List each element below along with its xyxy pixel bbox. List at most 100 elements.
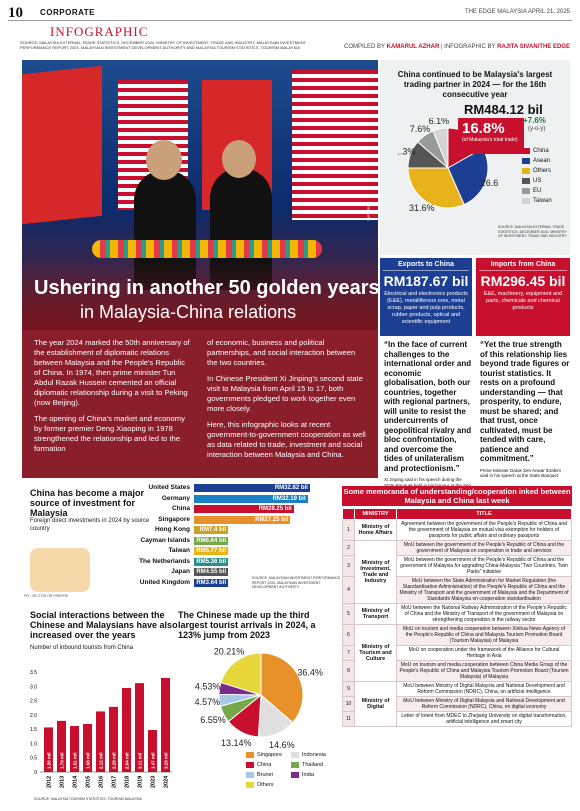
legend-label: China	[533, 148, 549, 154]
pie-slice-others	[220, 652, 262, 696]
row-title: Letter of Intent from MDEC to Zhejiang U…	[396, 711, 572, 727]
trade-legend: China Asean Others US EU Taiwan	[522, 148, 552, 208]
legend-label: Others	[533, 168, 552, 174]
section-label: CORPORATE	[40, 8, 96, 17]
bar	[44, 727, 53, 772]
bar-data-label: 3.29 mil	[164, 752, 169, 769]
pie-label: 20.21%	[214, 647, 245, 657]
legend-item: US	[522, 178, 552, 184]
pie-label: 36.4%	[297, 668, 323, 678]
bar	[148, 730, 157, 772]
trade-growth: +7.6%	[523, 116, 546, 125]
row-title: MoU on cooperation under the framework o…	[396, 645, 572, 661]
china-share-box: 16.8% (of Malaysia's total trade)	[458, 118, 524, 154]
row-title: MoU between the government of the People…	[396, 540, 572, 556]
pie-label: 6.1%	[429, 118, 450, 126]
pie-slice-others	[407, 167, 465, 209]
investment-source: SOURCE: MALAYSIAN INVESTMENT PERFORMANCE…	[252, 576, 341, 589]
story-paragraph: The year 2024 marked the 50th anniversar…	[34, 338, 190, 407]
legend-item: Indonesia	[291, 752, 336, 758]
row-number: 6	[342, 624, 355, 646]
legend-item: Others	[522, 168, 552, 174]
sources-note: SOURCE: MALAYSIA EXTERNAL TRADE STATISTI…	[20, 40, 306, 50]
bar-category-label: Cayman Islands	[140, 536, 191, 544]
row-number: 3	[342, 555, 355, 577]
table-row: 11 Letter of Intent from MDEC to Zhejiang…	[342, 711, 572, 727]
exports-value: RM187.67 bil	[383, 270, 469, 291]
investment-bar-chart: United States RM32.82 bil Germany RM32.19 b…	[110, 484, 340, 587]
legend-label: Indonesia	[302, 752, 326, 758]
mou-title: Some memoranda of understanding/cooperat…	[342, 486, 572, 506]
y-tick-label: 2.0	[30, 713, 37, 719]
china-flag-left	[22, 65, 102, 225]
pie-label: 6.55%	[200, 715, 226, 725]
leader-right-head	[222, 140, 256, 178]
table-row: 2 Ministry of Investment, Trade and Indus…	[342, 540, 572, 604]
bar-category-label: Taiwan	[168, 547, 190, 554]
row-title: Agreement between the government of the …	[396, 519, 572, 541]
pie-label: 11.3%	[398, 146, 415, 156]
x-tick-label: 2018	[125, 776, 131, 788]
table-row: 1 Ministry of Home Affairs Agreement betwe…	[342, 519, 572, 541]
bar-category-label: Germany	[161, 494, 190, 502]
mou-col-ministry: MINISTRY	[354, 508, 397, 520]
pie-label: 7.6%	[410, 124, 431, 134]
flower-arrangement	[92, 240, 322, 258]
bar-data-label: 2.28 mil	[112, 752, 117, 769]
row-title: MoU between the government of the People…	[396, 555, 572, 577]
quote-anwar-text: “Yet the true strength of this relations…	[480, 340, 570, 463]
quote-xi-text: “In the face of current challenges to th…	[384, 340, 472, 473]
bar: RM28.25 bil	[194, 505, 294, 513]
row-number: 7	[342, 645, 355, 661]
tourist-bar-chart: 0 0.5 1.0 1.5 2.0 2.5 3.0 3.5 1.56 mil 2012 1.79 m…	[30, 670, 172, 788]
bar: RM5.36 bil	[194, 557, 228, 566]
imports-title: Imports from China	[490, 261, 556, 268]
exports-desc: Electrical and electronics products (E&E…	[384, 291, 468, 325]
pie-label: 14.6%	[269, 740, 295, 750]
quote-anwar-attribution: Prime Minister Datuk Seri Anwar Ibrahim …	[480, 467, 562, 479]
bar	[161, 678, 170, 772]
legend-item: EU	[522, 188, 552, 194]
legend-label: Asean	[533, 158, 551, 164]
hero-title-line1: Ushering in another 50 golden years	[34, 277, 380, 299]
compiler-name: KAMARUL AZHAR	[386, 44, 440, 50]
investment-title: China has become a major source of inves…	[30, 488, 145, 518]
legend-label: EU	[533, 188, 542, 194]
pie-label: 13.14%	[221, 738, 252, 748]
bar	[70, 726, 79, 772]
legend-swatch	[291, 752, 299, 758]
trade-source: SOURCE: MALAYSIA EXTERNAL TRADE STATISTI…	[498, 225, 567, 238]
pie-slice-singapore	[260, 652, 304, 724]
bar: RM3.64 bil	[194, 578, 228, 587]
legend-label: India	[302, 772, 314, 778]
row-number: 8	[342, 660, 355, 682]
photo-credit: Bernama	[365, 204, 371, 221]
legend-item: Taiwan	[522, 198, 552, 204]
row-ministry: Ministry of Tourism and Culture	[354, 624, 397, 682]
y-tick-label: 0	[34, 770, 37, 776]
row-title: MoU between the National Railway Adminis…	[396, 603, 572, 625]
legend-label: Taiwan	[533, 198, 552, 204]
row-ministry: Ministry of Investment, Trade and Indust…	[354, 540, 397, 604]
bar-category-label: United Kingdom	[139, 578, 190, 586]
row-title: MoU between Ministry of Digital Malaysia…	[396, 696, 572, 712]
row-title: MoU on tourism and media cooperation bet…	[396, 624, 572, 646]
bar-data-label: 1.56 mil	[47, 752, 52, 769]
row-number: 4	[342, 576, 355, 604]
y-tick-label: 3.5	[30, 670, 37, 676]
story-column-1: The year 2024 marked the 50th anniversar…	[34, 338, 193, 470]
y-tick-label: 2.5	[30, 699, 37, 705]
header-divider	[8, 20, 572, 21]
table-row: 6 Ministry of Tourism and Culture MoU on t…	[342, 624, 572, 682]
investment-illustration	[30, 548, 90, 592]
bar	[83, 724, 92, 772]
row-number: 1	[342, 519, 355, 541]
bar-data-label: 1.79 mil	[60, 752, 65, 769]
imports-desc: E&E, machinery, equipment and parts, che…	[483, 291, 563, 311]
legend-label: Thailand	[302, 762, 324, 768]
row-ministry: Ministry of Digital	[354, 681, 397, 727]
bar: RM7.4 bil	[194, 526, 228, 534]
story-paragraph: of economic, business and political part…	[207, 338, 356, 367]
row-number: 9	[342, 681, 355, 697]
table-row: 5 Ministry of Transport MoU between the Na…	[342, 603, 572, 625]
